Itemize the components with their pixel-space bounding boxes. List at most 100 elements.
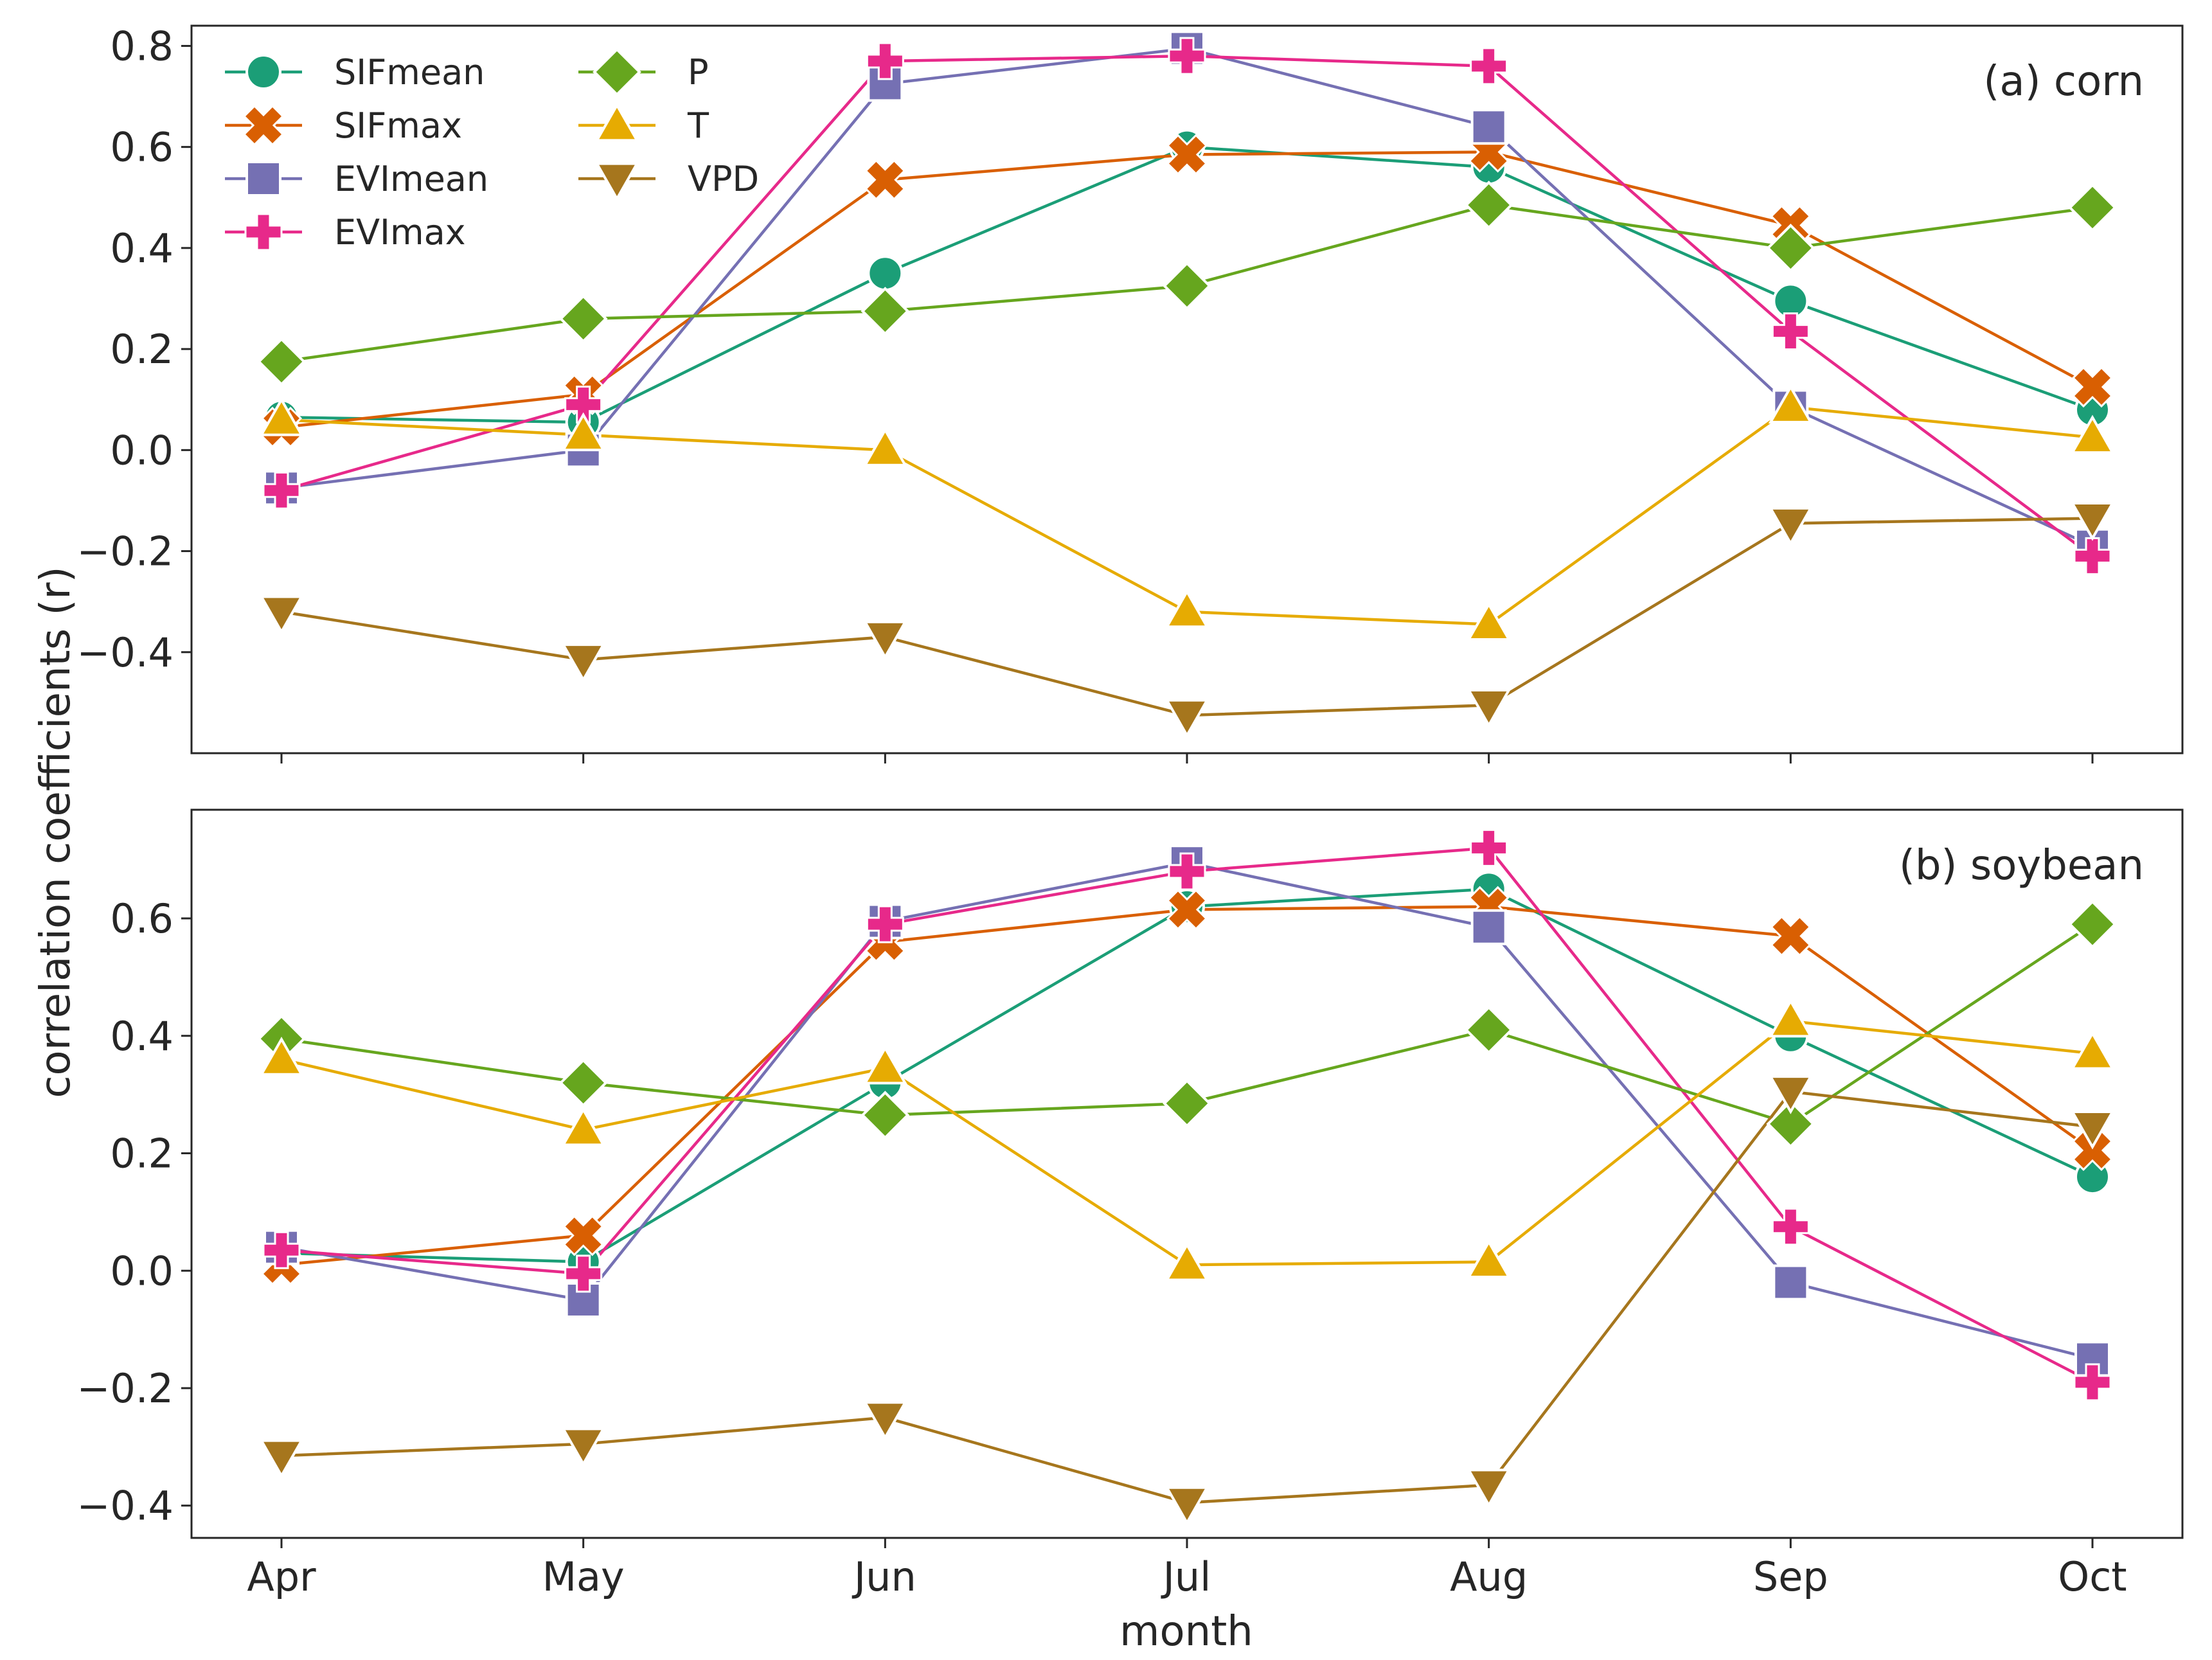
legend-marker-sifmax	[242, 104, 285, 147]
data-point-t	[1768, 998, 1813, 1038]
data-point-p	[861, 287, 910, 336]
data-point-t	[1467, 1239, 1512, 1278]
data-point-evimax	[1168, 852, 1206, 891]
legend-marker-sifmean	[245, 54, 281, 90]
data-point-vpd	[2070, 502, 2115, 541]
data-point-evimax	[2073, 1363, 2112, 1402]
data-point-p	[1464, 181, 1513, 229]
data-point-t	[1768, 384, 1813, 424]
data-point-t	[2070, 1030, 2115, 1070]
data-point-evimean	[1470, 109, 1507, 145]
data-point-sifmax	[1166, 134, 1208, 175]
data-point-t	[862, 1045, 907, 1085]
y-tick-label: −0.2	[76, 528, 174, 575]
series-line-t	[281, 1019, 2093, 1267]
legend-label-p: P	[688, 52, 709, 93]
data-point-t	[561, 412, 606, 452]
data-point-vpd	[1467, 688, 1512, 728]
legend-marker-evimean	[245, 161, 281, 197]
y-tick-label: 0.0	[110, 1247, 174, 1294]
data-point-vpd	[259, 1439, 304, 1479]
data-point-evimax	[1470, 47, 1508, 85]
y-tick-label: 0.2	[110, 1130, 174, 1177]
data-point-sifmax	[1166, 889, 1208, 931]
data-point-vpd	[1768, 506, 1813, 546]
data-point-sifmax	[1770, 915, 1812, 957]
x-tick-label: Jun	[852, 1553, 916, 1600]
y-axis-title: correlation coefficients (r)	[32, 566, 80, 1098]
data-point-p	[1766, 223, 1815, 272]
data-point-p	[1766, 1099, 1815, 1148]
data-point-evimax	[1771, 1208, 1810, 1246]
data-point-t	[561, 1107, 606, 1147]
data-point-t	[259, 1037, 304, 1076]
data-point-p	[558, 294, 608, 343]
legend-label-sifmax: SIFmax	[334, 105, 462, 146]
legend-label-evimax: EVImax	[334, 212, 466, 253]
data-point-evimax	[262, 471, 301, 510]
data-point-p	[1464, 1005, 1513, 1055]
y-tick-label: 0.4	[110, 1013, 174, 1060]
data-point-p	[558, 1058, 608, 1107]
data-point-vpd	[862, 1401, 907, 1440]
data-point-vpd	[1164, 1486, 1209, 1526]
panel-soybean: −0.4 −0.2 0.0 0.2 0.4 0.6 Apr May Jun Jul Aug Sep Oc…	[76, 808, 2184, 1600]
panel-title: (b) soybean	[1899, 842, 2144, 889]
legend-marker-evimax	[244, 213, 283, 251]
series-line-vpd	[281, 1090, 2093, 1504]
data-point-vpd	[259, 595, 304, 635]
x-tick-label: Sep	[1753, 1553, 1828, 1600]
data-point-vpd	[1164, 699, 1209, 738]
data-point-t	[259, 397, 304, 436]
y-tick-label: −0.4	[76, 1483, 174, 1530]
x-axis-title: month	[1119, 1608, 1253, 1656]
data-point-evimax	[2073, 537, 2112, 575]
data-point-p	[257, 337, 306, 386]
y-tick-label: 0.8	[110, 22, 174, 69]
data-point-sifmax	[2071, 366, 2114, 408]
data-point-vpd	[862, 620, 907, 660]
data-point-evimax	[866, 42, 904, 80]
data-point-evimax	[262, 1231, 301, 1269]
data-point-evimax	[564, 386, 603, 424]
y-tick-label: 0.4	[110, 225, 174, 272]
legend-marker-p	[593, 48, 641, 96]
data-point-p	[2068, 183, 2117, 232]
y-tick-label: 0.6	[110, 895, 174, 942]
data-point-evimean	[1772, 1264, 1809, 1301]
data-point-vpd	[1467, 1468, 1512, 1508]
y-tick-label: 0.2	[110, 326, 174, 373]
y-tick-label: 0.6	[110, 124, 174, 171]
data-point-p	[1163, 261, 1211, 310]
data-point-p	[1163, 1078, 1211, 1128]
data-point-evimax	[1771, 312, 1810, 351]
data-point-vpd	[561, 1427, 606, 1467]
data-point-sifmax	[562, 1215, 604, 1256]
data-point-p	[861, 1091, 910, 1140]
legend-label-vpd: VPD	[688, 159, 759, 199]
data-point-t	[862, 427, 907, 467]
legend-label-sifmean: SIFmean	[334, 52, 485, 93]
data-point-evimax	[1470, 828, 1508, 867]
data-point-t	[1164, 1242, 1209, 1281]
panel-title: (a) corn	[1983, 58, 2144, 105]
x-tick-label: Aug	[1450, 1553, 1528, 1600]
data-point-sifmax	[864, 159, 906, 201]
data-point-vpd	[2070, 1111, 2115, 1150]
data-point-vpd	[561, 643, 606, 683]
legend-marker-t	[594, 102, 639, 142]
data-point-t	[1467, 602, 1512, 641]
data-point-vpd	[1768, 1075, 1813, 1114]
data-point-t	[1164, 589, 1209, 629]
legend: SIFmean SIFmax EVImean EVImax PT VPD	[225, 48, 759, 253]
data-point-evimax	[866, 905, 904, 943]
x-tick-label: Oct	[2058, 1553, 2127, 1600]
series-line-sifmean	[281, 888, 2093, 1263]
legend-marker-vpd	[594, 162, 639, 202]
data-point-evimax	[564, 1254, 603, 1293]
x-tick-label: May	[542, 1553, 625, 1600]
x-tick-label: Jul	[1161, 1553, 1211, 1600]
data-point-sifmean	[867, 255, 904, 292]
x-tick-label: Apr	[247, 1553, 316, 1600]
